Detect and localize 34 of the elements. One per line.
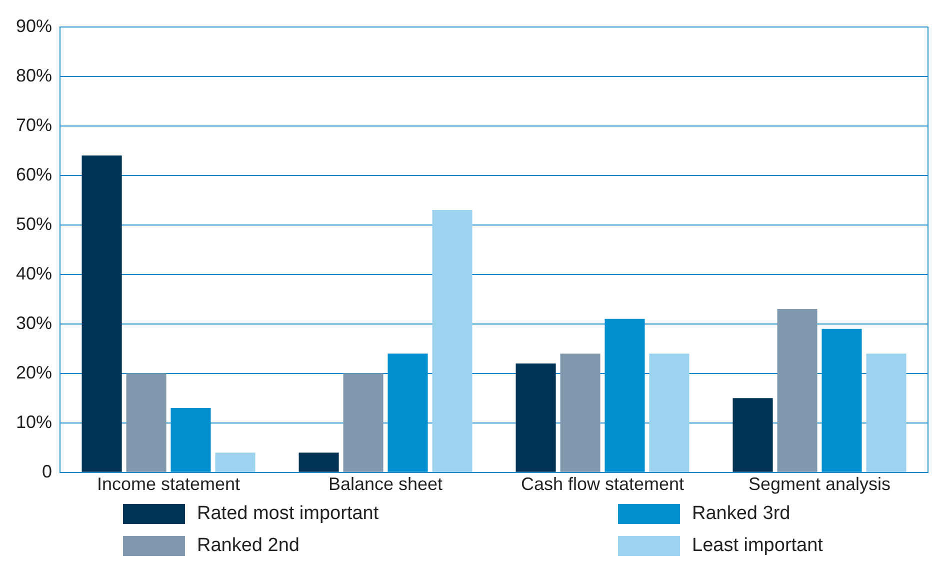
bar bbox=[170, 408, 211, 472]
y-tick-label: 70% bbox=[16, 114, 52, 135]
y-tick-label: 30% bbox=[16, 312, 52, 333]
bar bbox=[604, 318, 645, 472]
legend-label: Least important bbox=[692, 535, 823, 557]
y-tick-label: 60% bbox=[16, 164, 52, 184]
legend-label: Ranked 3rd bbox=[692, 503, 790, 525]
bar bbox=[298, 452, 339, 472]
y-tick-label: 50% bbox=[16, 214, 52, 234]
y-tick-label: 0 bbox=[42, 461, 52, 482]
bar bbox=[82, 156, 122, 472]
bar bbox=[560, 354, 600, 472]
y-tick-label: 90% bbox=[16, 16, 52, 36]
y-tick-label: 40% bbox=[16, 263, 52, 284]
bar bbox=[215, 452, 256, 472]
bar bbox=[777, 309, 818, 472]
bar bbox=[516, 363, 556, 472]
x-tick-label: Balance sheet bbox=[328, 474, 443, 494]
bar bbox=[649, 354, 690, 472]
bar bbox=[126, 373, 166, 472]
bar bbox=[432, 210, 472, 472]
bar bbox=[866, 354, 906, 472]
bar bbox=[732, 398, 773, 472]
y-tick-label: 20% bbox=[16, 362, 52, 382]
legend-label: Ranked 2nd bbox=[197, 535, 300, 557]
y-tick-label: 80% bbox=[16, 65, 52, 86]
legend-label: Rated most important bbox=[197, 503, 379, 525]
y-tick-label: 10% bbox=[16, 412, 52, 432]
bar bbox=[343, 373, 384, 472]
bar bbox=[822, 328, 862, 472]
x-tick-label: Cash flow statement bbox=[520, 474, 684, 494]
bar bbox=[388, 354, 428, 472]
x-tick-label: Income statement bbox=[96, 474, 240, 494]
x-tick-label: Segment analysis bbox=[748, 474, 891, 494]
